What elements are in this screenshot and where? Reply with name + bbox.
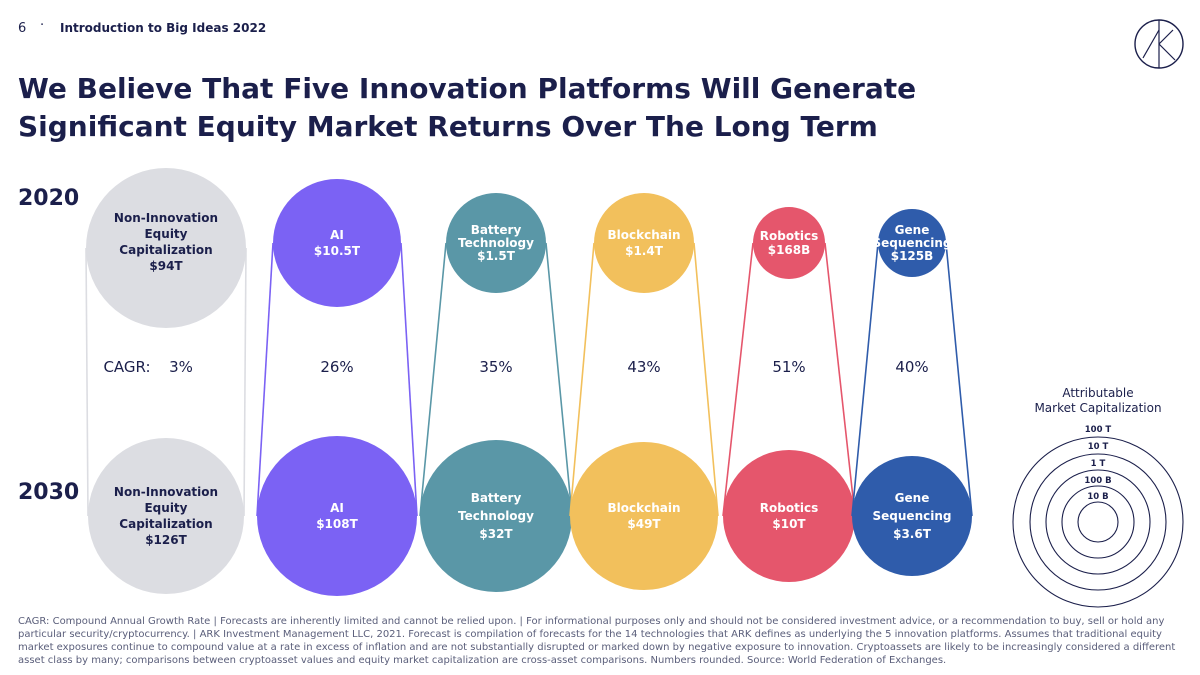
battery-technology-2030-name-line-1: Battery (471, 491, 522, 505)
non-innovation-equity-capitalization-2030-circle (88, 438, 244, 594)
deck-title: Introduction to Big Ideas 2022 (60, 21, 267, 35)
blockchain-2030-name-line-1: Blockchain (607, 501, 680, 515)
battery-technology-connector-right (545, 242, 573, 517)
ai-2030-circle (257, 436, 417, 596)
non-innovation-equity-capitalization-2020-name-line-2: Equity (144, 227, 187, 241)
battery-technology-2030-value: $32T (479, 527, 513, 541)
non-innovation-equity-capitalization-2030-value: $126T (145, 533, 187, 547)
non-innovation-equity-capitalization-2030-name-line-3: Capitalization (119, 517, 212, 531)
non-innovation-equity-capitalization-2020-name-line-1: Non-Innovation (114, 211, 218, 225)
blockchain-cagr-value: 43% (627, 358, 660, 376)
non-innovation-equity-capitalization-connector-right (243, 247, 247, 517)
robotics-connector-left (722, 242, 754, 517)
non-innovation-equity-capitalization-2030-name-line-1: Non-Innovation (114, 485, 218, 499)
non-innovation-equity-capitalization-cagr-value: 3% (169, 358, 193, 376)
battery-technology-2020-name-line-2: Technology (458, 236, 534, 250)
legend-title-line-1: Attributable (1062, 386, 1133, 400)
year-2030-label: 2030 (18, 480, 80, 505)
blockchain-2020-circle (594, 193, 694, 293)
ai-cagr-value: 26% (320, 358, 353, 376)
legend-ring-2 (1029, 453, 1167, 591)
legend-ring-4 (1061, 485, 1135, 559)
gene-sequencing-2020-circle (878, 209, 946, 277)
cagr-label: CAGR: (103, 358, 150, 376)
non-innovation-equity-capitalization-connector-left (85, 247, 89, 517)
ai-connector-left (256, 242, 274, 517)
ai-2020-name-line-1: AI (330, 228, 344, 242)
page-title-line-2: Significant Equity Market Returns Over T… (18, 110, 878, 143)
non-innovation-equity-capitalization-2020-name-line-3: Capitalization (119, 243, 212, 257)
blockchain-2020-value: $1.4T (625, 244, 664, 258)
ai-2030-value: $108T (316, 517, 358, 531)
gene-sequencing-2030-value: $3.6T (893, 527, 932, 541)
blockchain-connector-left (569, 242, 595, 517)
ai-2020-circle (273, 179, 401, 307)
battery-technology-2020-name-line-1: Battery (471, 223, 522, 237)
robotics-2020-name-line-1: Robotics (760, 229, 818, 243)
legend-ring-label-2: 10 T (1088, 442, 1109, 452)
robotics-2030-value: $10T (772, 517, 806, 531)
blockchain-2030-circle (570, 442, 718, 590)
platforms-diagram: Non-Innovation Equity Capitalization $94T No… (85, 168, 1184, 608)
battery-technology-2020-circle (446, 193, 546, 293)
ark-logo-icon (1134, 19, 1184, 69)
robotics-2030-circle (723, 450, 855, 582)
robotics-connector-right (824, 242, 856, 517)
non-innovation-equity-capitalization-2020-circle (86, 168, 246, 328)
legend-ring-label-4: 100 B (1084, 476, 1111, 486)
legend-ring-1 (1012, 436, 1184, 608)
battery-technology-2030-name-line-2: Technology (458, 509, 534, 523)
non-innovation-equity-capitalization-2020-value: $94T (149, 259, 183, 273)
page-number: 6 (18, 21, 27, 36)
gene-sequencing-connector-right (945, 242, 973, 517)
gene-sequencing-connector-left (851, 242, 879, 517)
ai-2020-value: $10.5T (314, 244, 361, 258)
page-title: We Believe That Five Innovation Platform… (18, 70, 1018, 146)
legend-ring-label-1: 100 T (1085, 425, 1112, 435)
robotics-cagr-value: 51% (772, 358, 805, 376)
legend-ring-label-3: 1 T (1091, 459, 1106, 469)
header-separator: · (40, 18, 45, 33)
robotics-2030-name-line-1: Robotics (760, 501, 818, 515)
page-title-line-1: We Believe That Five Innovation Platform… (18, 72, 917, 105)
battery-technology-cagr-value: 35% (479, 358, 512, 376)
legend-ring-5 (1077, 501, 1119, 543)
footnote: CAGR: Compound Annual Growth Rate | Fore… (18, 616, 1176, 666)
gene-sequencing-2020-name-line-1: Gene (895, 223, 930, 237)
year-2020-label: 2020 (18, 186, 80, 211)
gene-sequencing-2020-value: $125B (891, 249, 934, 263)
ai-2030-name-line-1: AI (330, 501, 344, 515)
robotics-2020-value: $168B (768, 243, 811, 257)
ai-connector-right (400, 242, 418, 517)
blockchain-2030-value: $49T (627, 517, 661, 531)
non-innovation-equity-capitalization-2030-name-line-2: Equity (144, 501, 187, 515)
legend-ring-label-5: 10 B (1087, 492, 1108, 502)
battery-technology-2020-value: $1.5T (477, 249, 516, 263)
gene-sequencing-2030-name-line-1: Gene (895, 491, 930, 505)
gene-sequencing-2030-circle (852, 456, 972, 576)
battery-technology-2030-circle (420, 440, 572, 592)
gene-sequencing-cagr-value: 40% (895, 358, 928, 376)
legend-ring-3 (1045, 469, 1151, 575)
blockchain-connector-right (693, 242, 719, 517)
gene-sequencing-2030-name-line-2: Sequencing (873, 509, 952, 523)
blockchain-2020-name-line-1: Blockchain (607, 228, 680, 242)
robotics-2020-circle (753, 207, 825, 279)
legend-title-line-2: Market Capitalization (1034, 401, 1161, 415)
battery-technology-connector-left (419, 242, 447, 517)
gene-sequencing-2020-name-line-2: Sequencing (873, 236, 952, 250)
